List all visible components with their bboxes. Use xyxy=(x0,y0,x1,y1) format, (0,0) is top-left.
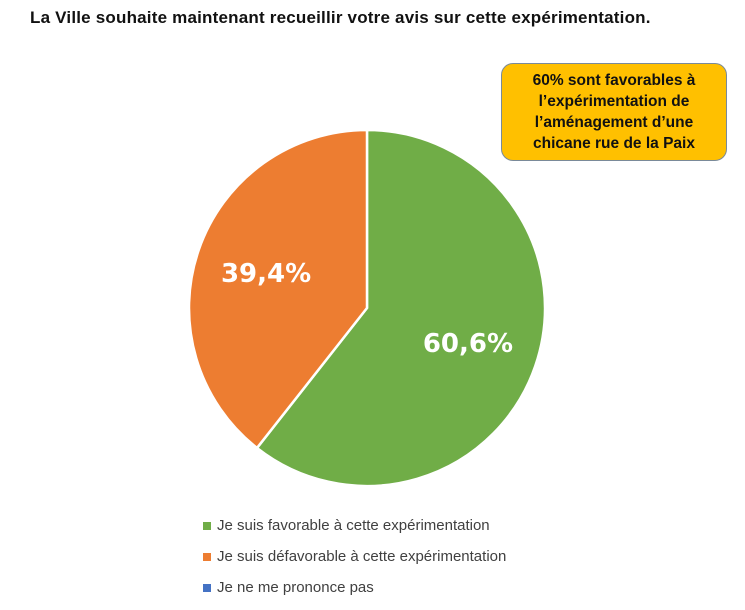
legend-item: Je suis défavorable à cette expérimentat… xyxy=(203,541,506,572)
legend-label: Je suis défavorable à cette expérimentat… xyxy=(217,548,507,565)
slice-label: 60,6% xyxy=(423,329,513,359)
legend: Je suis favorable à cette expérimentatio… xyxy=(203,510,506,603)
legend-label: Je ne me prononce pas xyxy=(217,579,374,596)
legend-swatch xyxy=(203,552,211,561)
slice-label: 39,4% xyxy=(221,259,311,289)
legend-item: Je suis favorable à cette expérimentatio… xyxy=(203,510,506,541)
legend-label: Je suis favorable à cette expérimentatio… xyxy=(217,517,490,534)
legend-item: Je ne me prononce pas xyxy=(203,572,506,603)
page-title: La Ville souhaite maintenant recueillir … xyxy=(30,8,651,27)
legend-swatch xyxy=(203,521,211,530)
pie-slice xyxy=(187,128,369,450)
callout-box: 60% sont favorables à l’expérimentation … xyxy=(501,63,727,161)
pie-slice xyxy=(255,128,547,488)
legend-swatch xyxy=(203,583,211,592)
